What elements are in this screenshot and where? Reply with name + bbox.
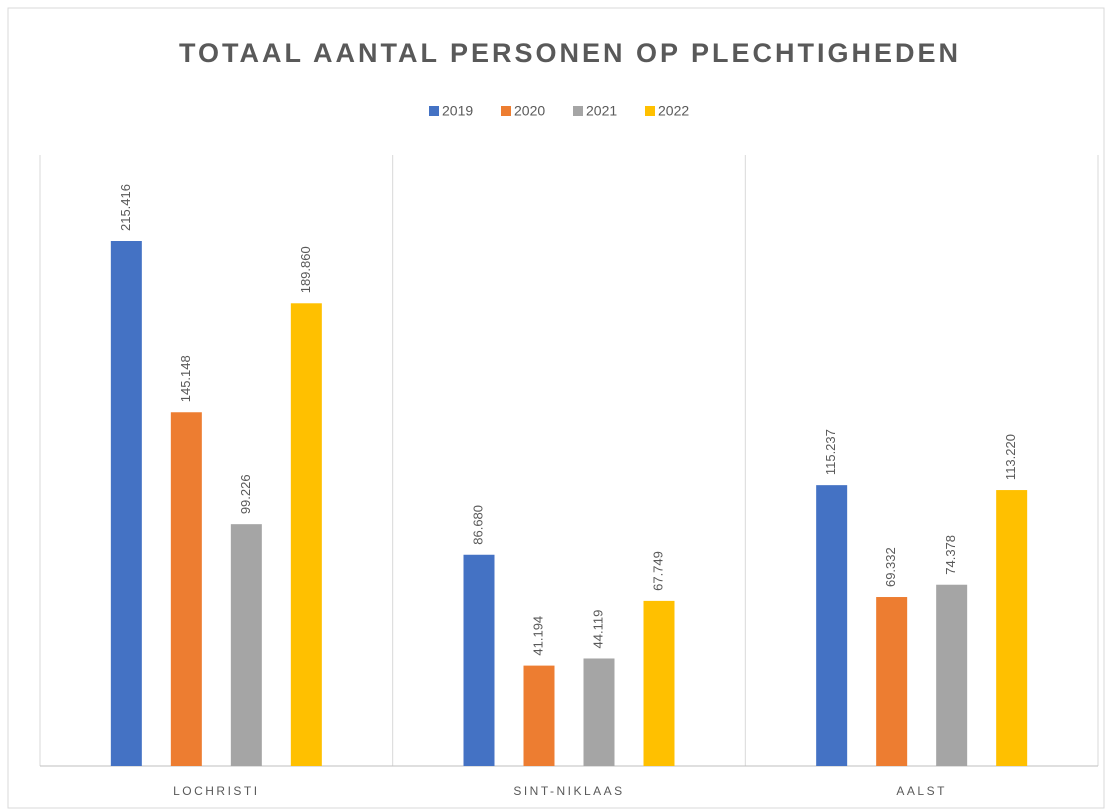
legend-label: 2019 <box>442 103 473 119</box>
legend-swatch <box>429 106 439 116</box>
bar <box>110 241 142 766</box>
legend-label: 2020 <box>514 103 545 119</box>
value-label: 113.220 <box>1003 434 1018 480</box>
legend-label: 2021 <box>586 103 617 119</box>
x-tick-label: AALST <box>896 784 947 798</box>
value-label: 215.416 <box>118 184 133 231</box>
value-label: 145.148 <box>178 355 193 402</box>
legend-swatch <box>645 106 655 116</box>
bar <box>230 524 262 766</box>
legend-swatch <box>573 106 583 116</box>
bar <box>816 485 848 766</box>
chart-title: TOTAAL AANTAL PERSONEN OP PLECHTIGHEDEN <box>179 38 961 68</box>
value-label: 74.378 <box>943 535 958 575</box>
value-label: 44.119 <box>590 610 605 649</box>
bar <box>290 303 322 766</box>
value-label: 115.237 <box>823 429 838 475</box>
bar <box>523 665 555 766</box>
legend-label: 2022 <box>658 103 689 119</box>
x-tick-label: LOCHRISTI <box>173 784 260 798</box>
bar <box>876 597 908 766</box>
value-label: 67.749 <box>650 551 665 591</box>
bar <box>583 658 615 766</box>
value-label: 41.194 <box>530 616 545 656</box>
bar <box>463 554 495 766</box>
value-label: 86.680 <box>470 505 485 545</box>
bar <box>170 412 202 766</box>
legend-swatch <box>501 106 511 116</box>
x-tick-label: SINT-NIKLAAS <box>513 784 624 798</box>
bar <box>936 584 968 766</box>
value-label: 189.860 <box>298 246 313 293</box>
bar <box>996 490 1028 766</box>
value-label: 99.226 <box>238 474 253 514</box>
value-label: 69.332 <box>883 547 898 587</box>
bar <box>643 600 675 766</box>
